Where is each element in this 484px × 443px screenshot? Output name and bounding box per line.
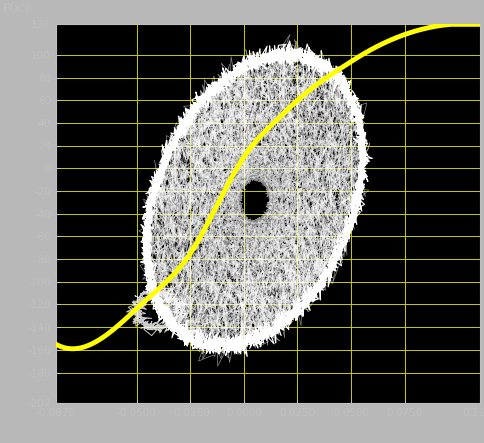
Text: F(x'): F(x') — [2, 2, 30, 15]
